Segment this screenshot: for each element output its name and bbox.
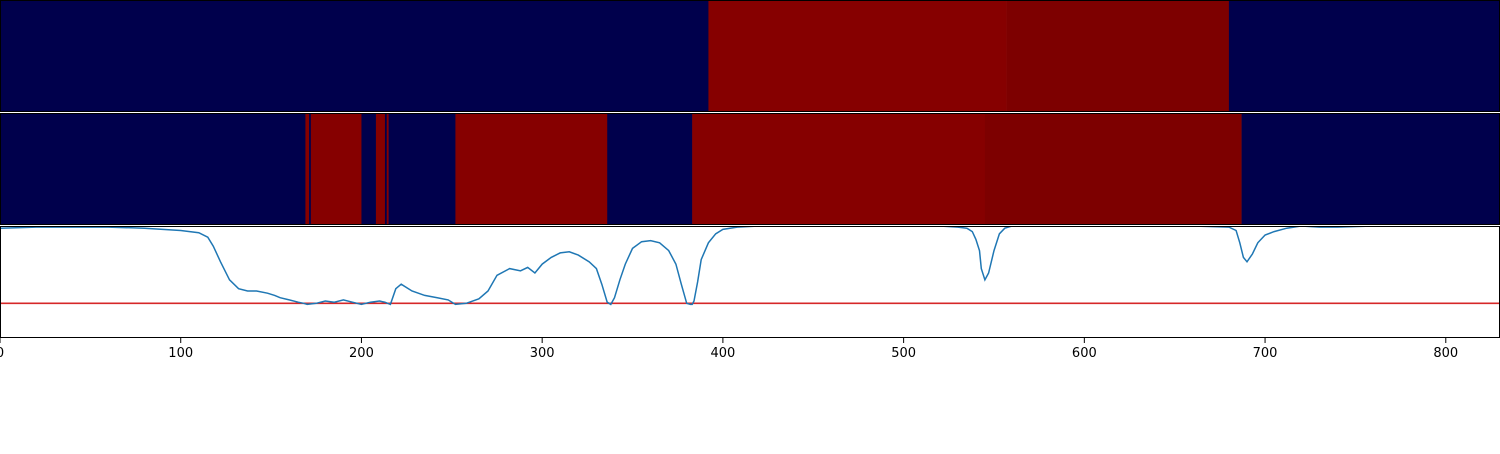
line-panel xyxy=(0,226,1500,306)
strip-segment xyxy=(0,0,709,112)
x-tick-label: 0 xyxy=(0,346,4,361)
x-tick-label: 300 xyxy=(530,346,555,361)
middle-strip-panel xyxy=(0,113,1500,225)
strip-segment xyxy=(305,113,310,225)
top-strip-panel xyxy=(0,0,1500,112)
strip-segment xyxy=(1228,0,1500,112)
x-tick-label: 200 xyxy=(349,346,374,361)
strip-segment xyxy=(310,113,362,225)
strip-segment xyxy=(0,113,306,225)
strip-segment xyxy=(1241,113,1500,225)
x-tick-label: 800 xyxy=(1433,346,1458,361)
strip-segment xyxy=(386,113,389,225)
strip-segment xyxy=(692,113,986,225)
x-tick-label: 500 xyxy=(891,346,916,361)
strip-segment xyxy=(388,113,456,225)
panel-frame xyxy=(0,226,1500,338)
strip-segment xyxy=(708,0,1007,112)
strip-segment xyxy=(309,113,312,225)
x-axis: 0 100 200 300 400 500 600 700 800 xyxy=(0,338,1458,361)
strip-segment xyxy=(384,113,388,225)
strip-segment xyxy=(455,113,608,225)
x-tick-label: 400 xyxy=(710,346,735,361)
strip-segment xyxy=(984,113,1242,225)
strip-segment xyxy=(375,113,386,225)
strip-segment xyxy=(607,113,693,225)
data-series-line xyxy=(0,226,1500,306)
strip-segment xyxy=(361,113,377,225)
x-tick-label: 100 xyxy=(168,346,193,361)
x-tick-label: 600 xyxy=(1072,346,1097,361)
x-tick-label: 700 xyxy=(1253,346,1278,361)
strip-segment xyxy=(1006,0,1230,112)
